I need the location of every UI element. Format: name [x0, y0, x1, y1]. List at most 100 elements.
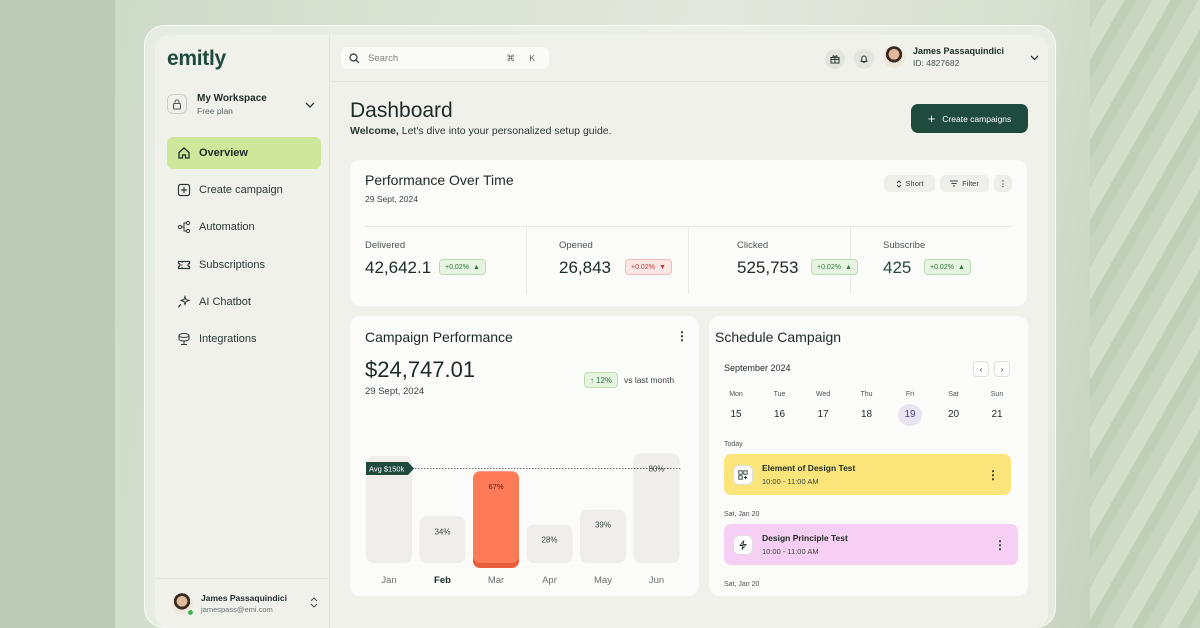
workspace-switcher[interactable]: My Workspace Free plan [167, 87, 319, 121]
avg-label: Avg $150k [369, 464, 405, 473]
user-menu[interactable]: James Passaquindici ID: 4827682 [883, 46, 1039, 68]
event-time: 10:00 - 11:00 AM [762, 547, 819, 556]
event-card[interactable]: Element of Design Test 10:00 - 11:00 AM … [724, 454, 1011, 495]
more-vertical-icon[interactable]: ⋮ [994, 537, 1006, 552]
vs-last-month: ↑ 12% vs last month [584, 372, 674, 388]
triangle-up-icon: ▲ [957, 263, 965, 271]
day-date: 19 [898, 404, 922, 426]
sidebar-item-overview[interactable]: Overview [167, 137, 321, 169]
campaign-bar-chart: 78%Jan34%Feb67%Mar28%Apr39%May80%JunAvg … [366, 453, 682, 586]
section-label: Sat, Jan 20 [724, 581, 760, 588]
sidebar-item-ai-chatbot[interactable]: AI Chatbot [167, 286, 321, 318]
sort-button[interactable]: Short [884, 175, 935, 192]
metric-clicked: Clicked 525,753 +0.02% ▲ [689, 227, 858, 294]
x-tick-label: Feb [434, 575, 451, 586]
event-card[interactable]: Design Principle Test 10:00 - 11:00 AM ⋮ [724, 524, 1018, 565]
calendar-day[interactable]: Tue 16 [768, 391, 792, 426]
change-text: +0.02% [631, 263, 655, 271]
sparkle-icon [178, 294, 191, 308]
ticket-icon [177, 260, 191, 269]
app-window: emitly My Workspace Free plan Overview C… [155, 35, 1048, 628]
flow-icon [177, 221, 191, 234]
welcome-text: Welcome, Let's dive into your personaliz… [350, 125, 612, 137]
sidebar-nav: Overview Create campaign Automation Subs… [167, 137, 321, 360]
more-vertical-icon[interactable]: ⋮ [676, 329, 688, 343]
arrow-up-icon: ↑ [590, 375, 594, 385]
sidebar-user[interactable]: James Passaquindici jamespass@emi.com [155, 578, 330, 628]
change-badge: ↑ 12% [584, 372, 619, 388]
create-campaigns-button[interactable]: + Create campaigns [911, 104, 1028, 133]
x-tick-label: Jun [649, 575, 664, 586]
metric-delivered: Delivered 42,642.1 +0.02% ▲ [365, 227, 527, 294]
day-date: 17 [817, 409, 829, 420]
bell-icon [860, 55, 868, 64]
bar [419, 516, 466, 563]
avatar [171, 592, 194, 616]
metric-label: Delivered [365, 240, 406, 251]
search-icon [349, 52, 360, 63]
filter-button[interactable]: Filter [940, 175, 989, 192]
notifications-button[interactable] [854, 49, 874, 69]
more-vertical-icon[interactable]: ⋮ [987, 467, 999, 482]
vs-label: vs last month [624, 375, 675, 385]
schedule-campaign-card: Schedule Campaign September 2024 ‹ › Mon… [709, 316, 1028, 596]
logo: emitly [167, 47, 226, 70]
performance-title: Performance Over Time [365, 172, 514, 188]
database-icon [178, 332, 190, 345]
background-right [1090, 0, 1200, 628]
calendar-day[interactable]: Mon 15 [724, 391, 748, 426]
prev-week-button[interactable]: ‹ [973, 361, 989, 377]
change-badge: +0.02% ▲ [811, 259, 858, 275]
sidebar-item-label: Integrations [199, 332, 257, 345]
avatar [883, 46, 905, 68]
campaign-title: Campaign Performance [365, 329, 513, 345]
event-title: Design Principle Test [762, 533, 848, 543]
metric-value: 525,753 [737, 258, 799, 277]
metric-subscribe: Subscribe 425 +0.02% ▲ [851, 227, 1012, 294]
triangle-up-icon: ▲ [844, 263, 852, 271]
x-tick-label: May [594, 575, 612, 586]
calendar-day[interactable]: Thu 18 [855, 391, 879, 426]
sidebar-user-email: jamespass@emi.com [201, 605, 273, 614]
metric-value: 425 [883, 258, 912, 277]
performance-date: 29 Sept, 2024 [365, 194, 418, 204]
event-title: Element of Design Test [762, 463, 856, 473]
campaign-performance-card: Campaign Performance ⋮ $24,747.01 29 Sep… [350, 316, 699, 596]
page-title: Dashboard [350, 99, 453, 122]
calendar-day-selected[interactable]: Fri 19 [898, 391, 922, 426]
sidebar-item-subscriptions[interactable]: Subscriptions [167, 249, 321, 281]
metric-opened: Opened 26,843 +0.02% ▼ [527, 227, 689, 294]
bar-value-label: 28% [541, 536, 557, 545]
section-label: Sat, Jan 20 [724, 511, 760, 518]
day-name: Mon [729, 391, 743, 398]
search-input[interactable]: Search ⌘ K [341, 47, 549, 69]
week-days: Mon 15 Tue 16 Wed 17 Thu 18 Fri 19 Sat 20 Sun 2… [724, 391, 1009, 426]
more-options-button[interactable]: ⋮ [994, 175, 1012, 192]
sidebar: emitly My Workspace Free plan Overview C… [155, 35, 330, 628]
sidebar-item-create-campaign[interactable]: Create campaign [167, 174, 321, 206]
sidebar-item-automation[interactable]: Automation [167, 211, 321, 243]
search-placeholder: Search [368, 52, 399, 64]
topbar-user-name: James Passaquindici [913, 46, 1005, 56]
metric-label: Clicked [737, 240, 769, 251]
next-week-button[interactable]: › [994, 361, 1010, 377]
campaign-date: 29 Sept, 2024 [365, 386, 425, 397]
chevron-right-icon: › [1000, 364, 1004, 374]
sidebar-item-integrations[interactable]: Integrations [167, 323, 321, 355]
day-date: 20 [947, 409, 960, 420]
workspace-plan: Free plan [197, 105, 233, 116]
event-time: 10:00 - 11:00 AM [762, 477, 819, 486]
bar [526, 524, 573, 563]
gift-button[interactable] [825, 49, 845, 69]
calendar-day[interactable]: Sat 20 [942, 391, 966, 426]
filter-label: Filter [962, 179, 979, 188]
calendar-day[interactable]: Sun 21 [985, 391, 1009, 426]
bar [366, 456, 412, 563]
day-name: Tue [773, 391, 786, 398]
day-date: 18 [860, 409, 873, 420]
calendar-month: September 2024 [724, 363, 791, 373]
filter-icon [950, 180, 959, 187]
triangle-down-icon: ▼ [658, 263, 666, 271]
calendar-day[interactable]: Wed 17 [811, 391, 835, 426]
metrics-row: Delivered 42,642.1 +0.02% ▲ Opened 26,843… [365, 226, 1012, 294]
